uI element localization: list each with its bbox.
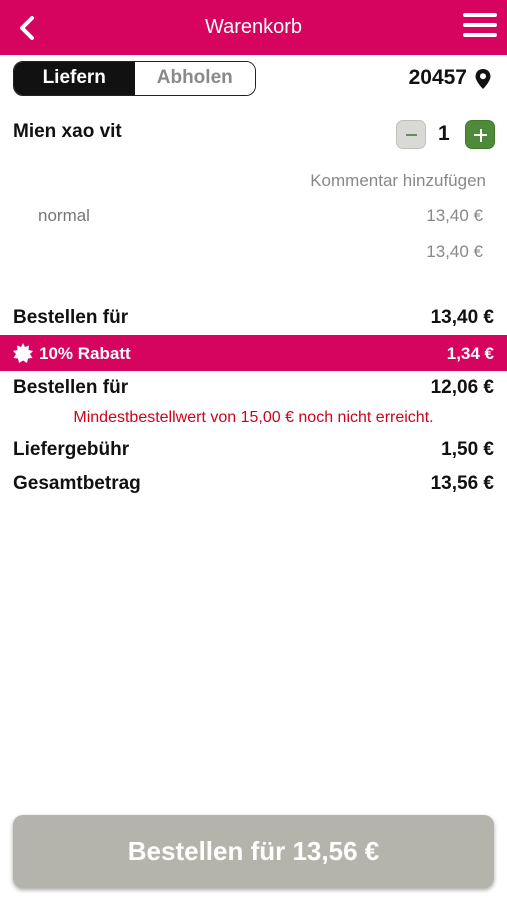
app-header: Warenkorb: [0, 0, 507, 55]
back-chevron-icon[interactable]: [14, 14, 42, 42]
discounted-subtotal-value: 12,06 €: [430, 377, 494, 398]
discounted-subtotal-label: Bestellen für: [13, 377, 129, 398]
tab-pickup[interactable]: Abholen: [134, 62, 255, 95]
total-label: Gesamtbetrag: [13, 473, 141, 494]
total-value: 13,56 €: [430, 473, 494, 494]
discount-value: 1,34 €: [446, 344, 494, 363]
item-variant: normal: [38, 206, 90, 225]
discount-badge-icon: [13, 343, 33, 363]
quantity-value: 1: [438, 122, 450, 145]
discount-row: 10% Rabatt 1,34 €: [0, 335, 507, 371]
min-order-warning: Mindestbestellwert von 15,00 € noch nich…: [73, 409, 434, 426]
place-order-button[interactable]: Bestellen für 13,56 €: [13, 815, 494, 888]
hamburger-menu-icon[interactable]: [463, 13, 497, 41]
discount-label: 10% Rabatt: [39, 344, 131, 363]
subtotal-value: 13,40 €: [430, 307, 494, 328]
map-pin-icon[interactable]: [474, 68, 492, 90]
delivery-fee-value: 1,50 €: [441, 439, 494, 460]
page-title: Warenkorb: [204, 16, 303, 38]
delivery-mode-toggle: Liefern Abholen: [13, 61, 256, 96]
cart-item-name: Mien xao vit: [13, 121, 122, 142]
quantity-increase-button[interactable]: [465, 120, 495, 149]
item-total-price: 13,40 €: [426, 242, 483, 261]
quantity-decrease-button[interactable]: [396, 120, 426, 149]
subtotal-label: Bestellen für: [13, 307, 129, 328]
tab-deliver[interactable]: Liefern: [14, 62, 135, 95]
delivery-fee-label: Liefergebühr: [13, 439, 130, 460]
postcode-label[interactable]: 20457: [408, 66, 467, 89]
add-comment-link[interactable]: Kommentar hinzufügen: [310, 171, 486, 190]
variant-price: 13,40 €: [426, 206, 483, 225]
